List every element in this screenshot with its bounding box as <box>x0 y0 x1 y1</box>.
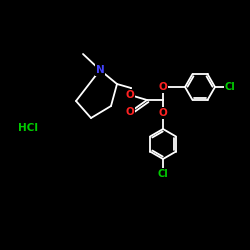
Text: N: N <box>96 65 104 75</box>
Text: O: O <box>126 90 134 100</box>
Text: O: O <box>159 82 168 92</box>
Text: HCl: HCl <box>18 123 38 133</box>
Text: O: O <box>126 107 134 117</box>
Text: Cl: Cl <box>158 169 168 179</box>
Text: Cl: Cl <box>224 82 235 92</box>
Text: O: O <box>159 108 168 118</box>
